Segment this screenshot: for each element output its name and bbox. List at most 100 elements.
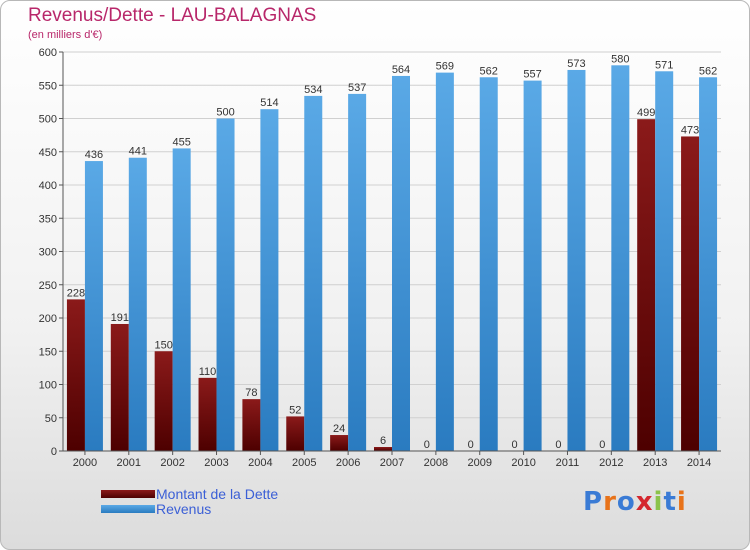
logo-letter: r: [603, 487, 617, 517]
y-tick-label: 600: [39, 47, 57, 59]
x-tick-label: 2006: [336, 457, 360, 469]
y-tick-label: 400: [39, 180, 57, 192]
data-label-revenus: 537: [348, 82, 366, 94]
x-tick-label: 2004: [248, 457, 272, 469]
x-tick-label: 2011: [556, 457, 580, 469]
x-tick-label: 2014: [687, 457, 711, 469]
legend-label-revenus: Revenus: [156, 501, 212, 517]
bar-revenus: [567, 69, 586, 451]
x-tick-label: 2005: [292, 457, 316, 469]
bar-dette: [681, 136, 700, 451]
bar-dette: [198, 377, 217, 451]
logo-letter: i: [653, 487, 664, 517]
chart-title: Revenus/Dette - LAU-BALAGNAS: [28, 5, 317, 26]
data-label-revenus: 455: [172, 136, 190, 148]
bar-revenus: [392, 75, 410, 451]
x-tick-label: 2013: [643, 457, 667, 469]
bar-revenus: [172, 148, 191, 452]
bar-revenus: [699, 77, 718, 452]
bar-dette: [154, 351, 173, 451]
x-tick-label: 2007: [380, 457, 404, 469]
bar-revenus: [655, 71, 674, 451]
x-tick-label: 2003: [204, 457, 228, 469]
y-tick-label: 300: [39, 247, 57, 259]
data-label-revenus: 534: [304, 84, 322, 96]
x-tick-label: 2001: [117, 457, 141, 469]
data-label-dette: 499: [637, 107, 655, 119]
bar-dette: [637, 119, 656, 451]
bar-revenus: [348, 93, 367, 452]
data-label-dette: 0: [599, 439, 605, 451]
data-label-revenus: 564: [392, 64, 410, 76]
data-label-revenus: 569: [436, 61, 454, 73]
logo-letter: o: [616, 487, 636, 517]
y-tick-label: 50: [45, 413, 57, 425]
data-label-dette: 0: [468, 439, 474, 451]
bar-dette: [110, 323, 129, 451]
legend-swatch-revenus: [101, 505, 155, 513]
bar-revenus: [304, 95, 323, 451]
bar-dette: [374, 447, 392, 451]
data-label-dette: 52: [289, 404, 301, 416]
axes: 0501001502002503003504004505005506002000…: [39, 47, 721, 469]
data-label-dette: 6: [380, 435, 386, 447]
bar-revenus: [260, 109, 279, 451]
bars: 228 436 191 441 150 455 110 500 78 514 52 534 24 537 6…: [66, 53, 718, 452]
logo-letter: i: [676, 487, 687, 517]
proxiti-logo: Proxiti: [583, 487, 687, 517]
x-tick-label: 2000: [73, 457, 97, 469]
bar-dette: [66, 299, 85, 451]
bar-revenus: [128, 157, 147, 452]
y-tick-label: 0: [51, 446, 57, 458]
data-label-dette: 110: [199, 366, 217, 378]
data-label-revenus: 436: [85, 149, 103, 161]
y-tick-label: 150: [39, 346, 57, 358]
y-tick-label: 200: [39, 313, 57, 325]
y-tick-label: 450: [39, 147, 57, 159]
data-label-dette: 0: [424, 439, 430, 451]
bar-dette: [286, 416, 305, 451]
data-label-revenus: 557: [523, 69, 541, 81]
x-tick-label: 2010: [511, 457, 535, 469]
data-label-revenus: 500: [216, 107, 234, 119]
x-tick-label: 2009: [467, 457, 491, 469]
data-label-dette: 191: [111, 312, 129, 324]
data-label-dette: 78: [245, 387, 257, 399]
legend-swatch-dette: [101, 490, 155, 498]
bar-revenus: [611, 65, 630, 452]
data-label-revenus: 562: [699, 65, 717, 77]
bar-dette: [242, 399, 261, 451]
data-label-dette: 228: [67, 287, 85, 299]
data-label-dette: 0: [512, 439, 518, 451]
bar-revenus: [435, 72, 454, 452]
logo-letter: P: [583, 487, 604, 517]
y-tick-label: 350: [39, 213, 57, 225]
bar-revenus: [479, 77, 498, 452]
x-tick-label: 2008: [424, 457, 448, 469]
data-label-revenus: 514: [260, 97, 278, 109]
bar-revenus: [84, 161, 103, 451]
x-tick-label: 2002: [160, 457, 184, 469]
data-label-dette: 473: [681, 124, 699, 136]
data-label-dette: 0: [555, 439, 561, 451]
data-label-dette: 150: [154, 339, 172, 351]
data-label-revenus: 573: [567, 58, 585, 70]
data-label-revenus: 571: [655, 59, 673, 71]
logo-letter: x: [635, 487, 654, 517]
y-tick-label: 250: [39, 280, 57, 292]
data-label-revenus: 441: [129, 146, 147, 158]
x-tick-label: 2012: [599, 457, 623, 469]
data-label-dette: 24: [333, 423, 345, 435]
bar-revenus: [523, 80, 542, 451]
y-tick-label: 500: [39, 114, 57, 126]
data-label-revenus: 580: [611, 53, 629, 65]
bar-dette: [330, 435, 349, 451]
legend-label-dette: Montant de la Dette: [156, 486, 279, 502]
y-tick-label: 100: [39, 380, 57, 392]
chart-subtitle: (en milliers d'€): [28, 29, 103, 41]
logo-letter: t: [663, 487, 677, 517]
data-label-revenus: 562: [480, 65, 498, 77]
y-tick-label: 550: [39, 80, 57, 92]
